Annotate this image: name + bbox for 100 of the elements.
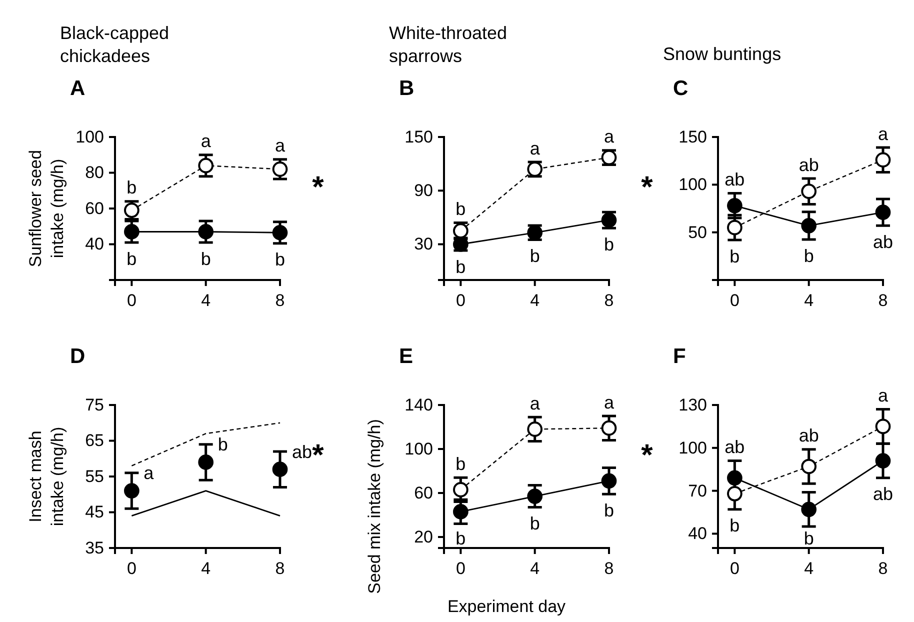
point <box>198 224 214 240</box>
data-label: a <box>200 131 212 152</box>
y-axis-title: Sunflower seed intake (mg/h) <box>26 150 67 268</box>
y-tick-label: 50 <box>688 222 707 242</box>
y-tick-label: 55 <box>85 466 104 486</box>
x-tick-label: 0 <box>456 559 466 578</box>
y-tick-label: 80 <box>85 163 104 182</box>
x-tick-label: 4 <box>804 559 814 578</box>
y-tick-label: 20 <box>414 527 433 546</box>
point <box>527 422 543 437</box>
chart-subtitle: C <box>673 77 688 100</box>
data-label: b <box>126 178 137 198</box>
data-label: b <box>274 250 286 270</box>
chart-subtitle: E <box>399 345 414 368</box>
y-tick-label: 45 <box>85 502 104 522</box>
point <box>727 486 742 502</box>
x-axis-title: Experiment day <box>447 597 566 616</box>
y-tick-label: 150 <box>678 127 707 146</box>
x-tick-label: 0 <box>730 291 740 310</box>
point <box>875 152 891 168</box>
point <box>801 458 817 474</box>
data-label: ab <box>798 426 819 446</box>
y-tick-label: 40 <box>688 524 707 544</box>
data-label: b <box>218 434 228 455</box>
data-label: b <box>804 528 814 548</box>
data-label: a <box>530 393 541 414</box>
data-label: b <box>456 199 466 220</box>
x-tick-label: 4 <box>530 291 540 310</box>
data-label: b <box>126 248 137 269</box>
y-tick-label: 150 <box>404 127 433 146</box>
y-axis-title: Seed mix intake (mg/h) <box>365 419 384 594</box>
point <box>124 224 140 240</box>
data-label: ab <box>292 442 312 462</box>
data-label: b <box>730 246 740 266</box>
point <box>453 482 468 498</box>
x-tick-label: 0 <box>730 559 740 578</box>
x-tick-label: 4 <box>201 559 211 578</box>
data-label: b <box>456 256 466 277</box>
x-tick-label: 8 <box>604 291 614 310</box>
x-tick-label: 0 <box>456 291 466 310</box>
point <box>527 488 543 504</box>
y-tick-label: 40 <box>85 234 104 254</box>
x-tick-label: 8 <box>878 291 888 310</box>
x-tick-label: 4 <box>804 291 814 310</box>
point <box>198 454 214 470</box>
y-tick-label: 100 <box>678 438 707 458</box>
x-tick-label: 8 <box>275 291 285 310</box>
point <box>453 504 468 520</box>
point <box>801 502 817 518</box>
data-label: b <box>530 514 540 534</box>
y-tick-label: 60 <box>414 483 433 502</box>
data-label: a <box>530 138 541 158</box>
data-label: a <box>144 463 155 484</box>
point <box>875 418 891 434</box>
data-label: a <box>604 126 615 147</box>
data-label: ab <box>798 154 819 175</box>
data-label: ab <box>872 232 894 252</box>
data-label: b <box>200 248 211 269</box>
text: * <box>641 439 654 472</box>
point <box>875 453 891 468</box>
x-tick-label: 8 <box>604 559 614 578</box>
data-label: b <box>530 246 540 266</box>
data-label: a <box>604 392 615 412</box>
text: * <box>312 439 324 472</box>
y-axis-title: Insect mash intake (mg/h) <box>26 426 67 526</box>
x-tick-label: 4 <box>201 291 211 310</box>
chart-subtitle: D <box>70 345 86 368</box>
y-tick-label: 100 <box>404 439 433 458</box>
chart-subtitle: B <box>399 77 414 100</box>
data-label: a <box>274 136 286 156</box>
data-label: a <box>878 124 889 144</box>
data-label: b <box>456 528 466 548</box>
y-tick-label: 60 <box>85 198 104 218</box>
chart-subtitle: F <box>673 345 686 368</box>
point <box>601 420 617 436</box>
y-tick-label: 30 <box>414 234 433 254</box>
data-label: b <box>804 246 814 266</box>
data-label: b <box>456 454 466 474</box>
chart-subtitle: A <box>70 77 86 100</box>
chart-title: Snow buntings <box>663 44 782 64</box>
point <box>727 470 742 486</box>
data-label: b <box>604 234 614 254</box>
data-label: ab <box>872 484 894 504</box>
text: * <box>312 171 324 204</box>
point <box>272 224 288 240</box>
point <box>801 218 817 234</box>
y-tick-label: 65 <box>85 431 104 450</box>
point <box>801 184 817 200</box>
chart-title: Black-capped chickadees <box>60 23 170 66</box>
point <box>875 204 891 220</box>
x-tick-label: 0 <box>126 559 136 578</box>
y-tick-label: 100 <box>76 127 104 146</box>
y-tick-label: 70 <box>688 481 707 500</box>
point <box>198 158 214 174</box>
x-tick-label: 4 <box>530 559 540 578</box>
y-tick-label: 35 <box>85 538 104 558</box>
y-tick-label: 75 <box>85 395 104 414</box>
data-label: a <box>878 386 889 406</box>
data-label: b <box>730 516 740 536</box>
x-tick-label: 8 <box>275 559 285 578</box>
